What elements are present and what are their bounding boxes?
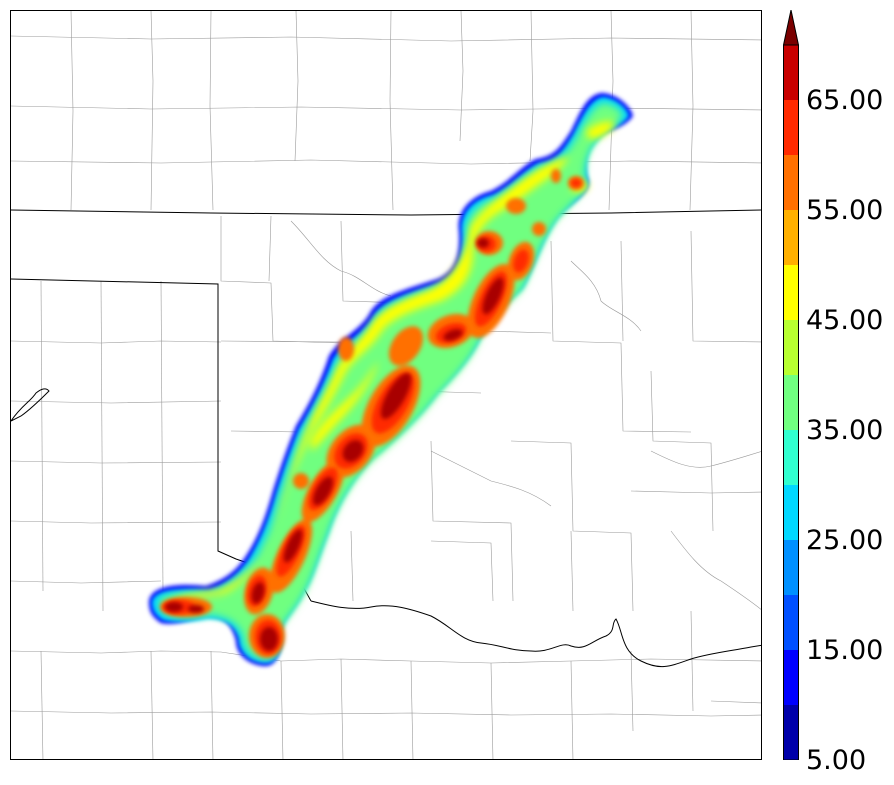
colorbar-bin — [783, 265, 799, 320]
colorbar-bin — [783, 375, 799, 430]
county-borders — [11, 11, 761, 759]
colorbar-bin — [783, 650, 799, 705]
colorbar-bin — [783, 45, 799, 100]
colorbar-bin — [783, 540, 799, 595]
colorbar-tick-label: 25.00 — [806, 525, 884, 556]
colorbar-tick-label: 65.00 — [806, 85, 884, 116]
colorbar-tick-label: 5.00 — [806, 745, 867, 776]
colorbar-bin — [783, 155, 799, 210]
colorbar-tick-label: 15.00 — [806, 635, 884, 666]
colorbar-bin — [783, 595, 799, 650]
reflectivity-map — [11, 11, 761, 759]
colorbar-bin — [783, 485, 799, 540]
colorbar-tick-label: 35.00 — [806, 415, 884, 446]
colorbar-bin — [783, 320, 799, 375]
map-panel — [10, 10, 762, 760]
colorbar-bin — [783, 210, 799, 265]
colorbar-tick-label: 55.00 — [806, 195, 884, 226]
reflectivity-swath — [149, 93, 633, 666]
colorbar-bin — [783, 100, 799, 155]
colorbar-extend-arrow — [783, 10, 799, 46]
colorbar-bin — [783, 430, 799, 485]
colorbar-bin — [783, 705, 799, 760]
colorbar-tick-label: 45.00 — [806, 305, 884, 336]
colorbar — [783, 10, 799, 760]
